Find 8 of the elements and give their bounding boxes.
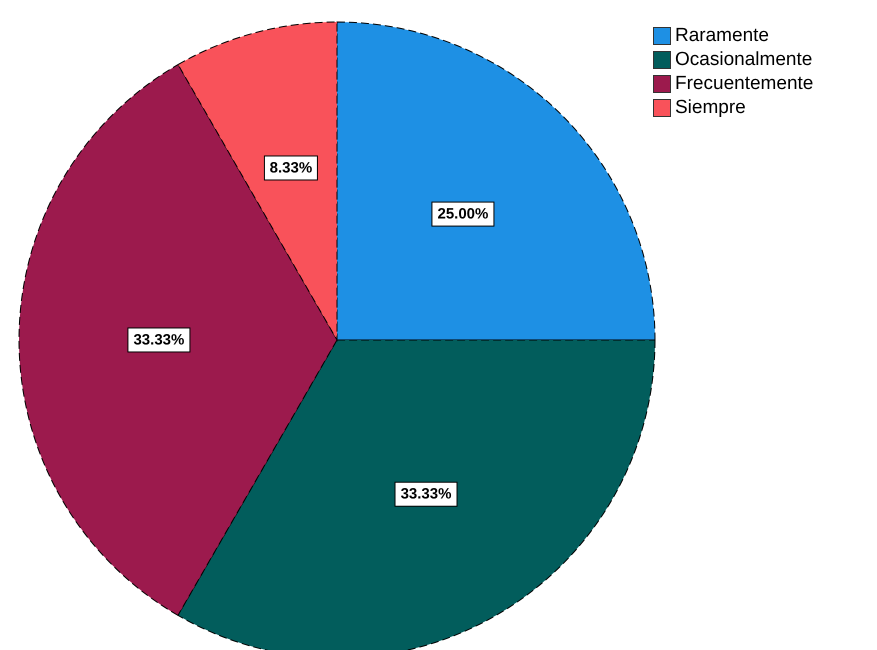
legend-label: Raramente [675,25,769,47]
data-label: 33.33% [133,331,184,348]
legend-label: Siempre [675,97,746,119]
data-label: 8.33% [270,159,312,176]
legend-label: Ocasionalmente [675,49,812,71]
data-label: 25.00% [437,206,488,223]
legend-label: Frecuentemente [675,73,814,95]
data-label: 33.33% [400,486,452,503]
